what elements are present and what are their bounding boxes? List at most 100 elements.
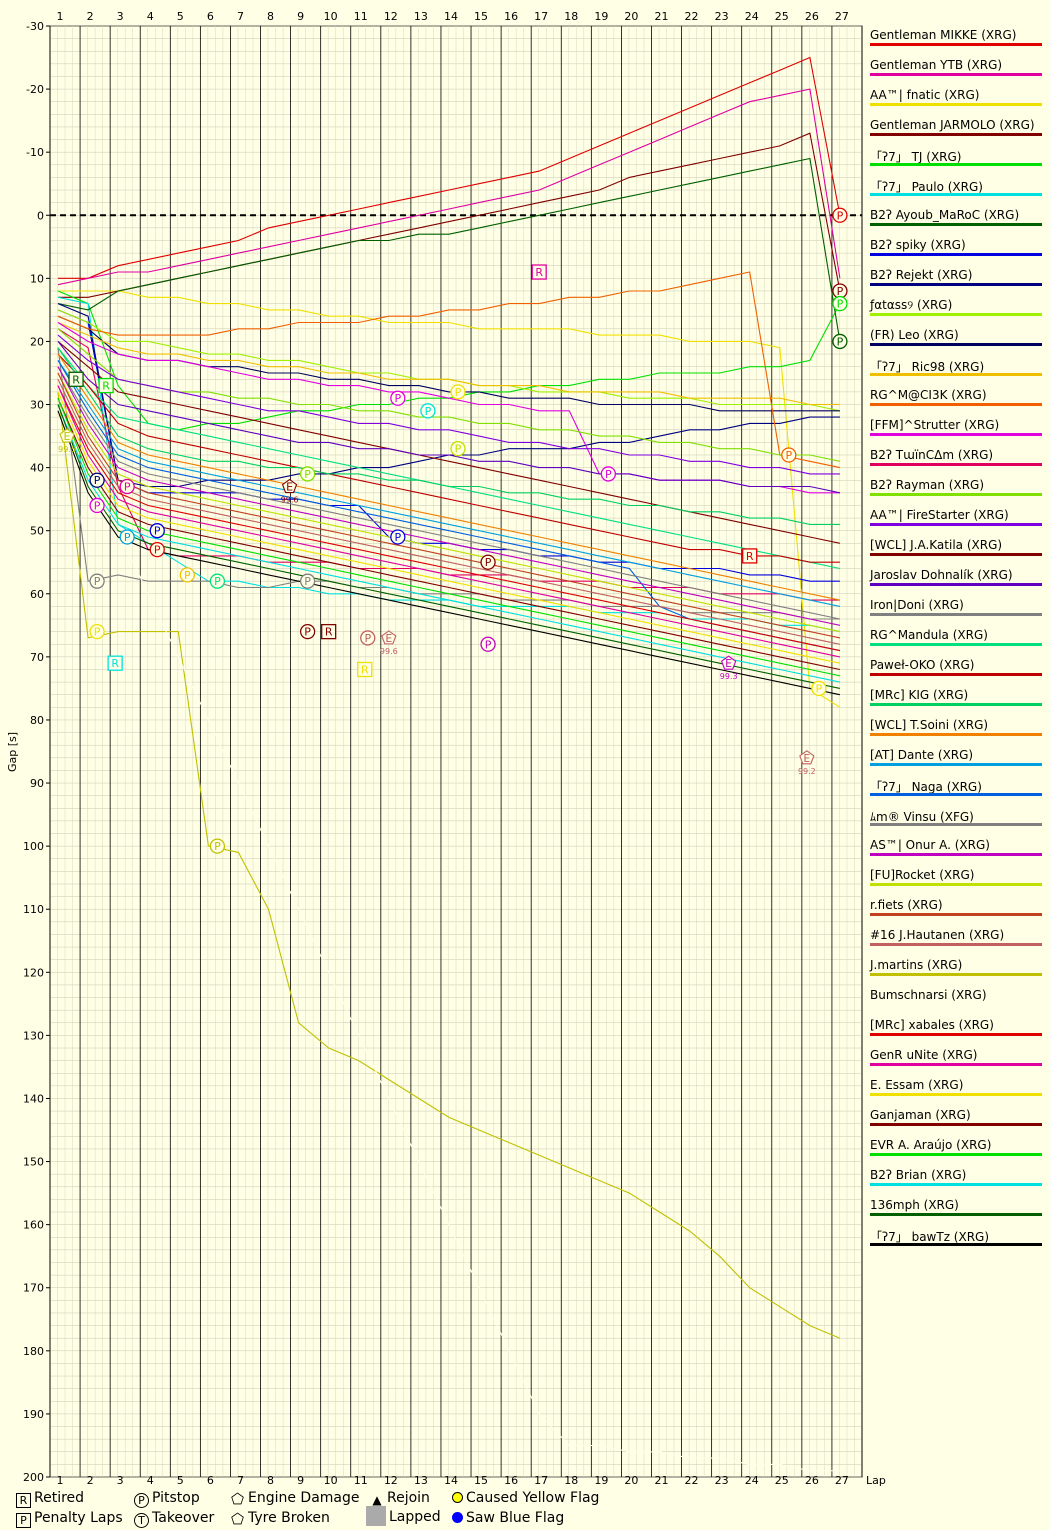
legend-label: AA™| fnatic (XRG) — [870, 88, 980, 102]
key-tyre: ⬠ Tyre Broken — [230, 1510, 330, 1527]
legend-label: [WCL] J.A.Katila (XRG) — [870, 538, 1003, 552]
pitstop-marker — [811, 680, 827, 697]
engine-damage-value: 99.6 — [281, 496, 299, 505]
y-tick-label: 70 — [30, 651, 44, 664]
pitstop-marker — [89, 497, 105, 514]
engine-damage-value: 99.2 — [798, 767, 816, 776]
x-tick-label-top: 11 — [354, 10, 368, 23]
legend-swatch — [870, 733, 1042, 736]
legend-label: Ganjaman (XRG) — [870, 1108, 971, 1122]
legend-swatch — [870, 853, 1042, 856]
marker-letter: P — [816, 682, 823, 695]
legend-swatch — [870, 1033, 1042, 1036]
x-tick-label-top: 14 — [444, 10, 458, 23]
y-tick-label: 150 — [23, 1156, 44, 1169]
x-tick-label-bottom: 6 — [207, 1474, 214, 1487]
marker-letter: P — [94, 474, 101, 487]
key-yellow: Caused Yellow Flag — [452, 1490, 599, 1506]
lapped-icon — [366, 1506, 386, 1526]
x-tick-label-bottom: 26 — [805, 1474, 819, 1487]
marker-letter: P — [455, 443, 462, 456]
marker-letter: P — [837, 335, 844, 348]
legend-swatch — [870, 253, 1042, 256]
marker-letter: P — [94, 575, 101, 588]
series-line — [57, 360, 841, 607]
series-line — [57, 404, 840, 1472]
pitstop-marker — [299, 573, 316, 589]
legend-entry: Gentleman MIKKE (XRG) — [868, 22, 1046, 52]
marker-letter: R — [111, 657, 119, 670]
axes: -30-20-100102030405060708090100110120130… — [23, 10, 849, 1487]
y-tick-label: 130 — [23, 1029, 44, 1042]
series-line — [57, 328, 841, 462]
series-line — [57, 88, 841, 286]
x-tick-label-top: 16 — [504, 10, 518, 23]
marker-letter: E — [64, 430, 71, 443]
legend-label: 「ʔ7」 Naga (XRG) — [870, 780, 982, 794]
x-tick-label-top: 13 — [414, 10, 428, 23]
pitstop-marker — [299, 466, 316, 482]
marker-letter: R — [535, 266, 543, 279]
x-tick-label-top: 7 — [237, 10, 244, 23]
legend-entry: (FR) Leo (XRG) — [868, 322, 1046, 352]
key-engine-label: Engine Damage — [248, 1490, 360, 1506]
x-tick-label-bottom: 27 — [835, 1474, 849, 1487]
x-tick-label-bottom: 13 — [414, 1474, 428, 1487]
legend-entry: B2ʔ Brian (XRG) — [868, 1162, 1046, 1192]
marker-letter: R — [361, 663, 369, 676]
legend-label: #16 J.Hautanen (XRG) — [870, 928, 1005, 942]
marker-letter: P — [605, 468, 612, 481]
legend-entry: B2ʔ Rejekt (XRG) — [868, 262, 1046, 292]
series-line — [57, 341, 841, 494]
x-tick-label-top: 23 — [715, 10, 729, 23]
pitstop-marker — [179, 567, 195, 583]
retired-marker — [98, 377, 114, 394]
legend-swatch — [870, 373, 1042, 376]
legend-label: [MRc] xabales (XRG) — [870, 1018, 994, 1032]
marker-letter: R — [72, 373, 80, 386]
legend-label: RG^Mandula (XRG) — [870, 628, 988, 642]
series-line — [57, 366, 841, 626]
marker-letter: P — [485, 638, 492, 651]
retired-marker — [531, 264, 547, 280]
x-tick-label-top: 25 — [775, 10, 789, 23]
legend-label: r.fiets (XRG) — [870, 898, 943, 912]
legend-swatch — [870, 1123, 1042, 1126]
y-tick-label: -30 — [26, 20, 44, 33]
x-tick-label-top: 15 — [474, 10, 488, 23]
y-tick-label: 170 — [23, 1282, 44, 1295]
x-tick-label-bottom: 17 — [534, 1474, 548, 1487]
x-tick-label-bottom: 12 — [384, 1474, 398, 1487]
legend-label: Paweł-OKO (XRG) — [870, 658, 975, 672]
key-blue: Saw Blue Flag — [452, 1510, 564, 1526]
grid — [49, 25, 863, 1478]
legend-swatch — [870, 613, 1042, 616]
legend-label: EVR A. Araújo (XRG) — [870, 1138, 992, 1152]
legend-swatch — [870, 283, 1042, 286]
x-tick-label-top: 22 — [685, 10, 699, 23]
y-tick-label: 140 — [23, 1092, 44, 1105]
x-tick-label-top: 26 — [805, 10, 819, 23]
marker-letter: P — [304, 626, 311, 639]
pitstop-marker — [832, 207, 848, 223]
pitstop-marker — [209, 838, 226, 854]
pitstop-marker — [781, 447, 797, 463]
tyre-broken-icon: ⬠ — [230, 1510, 245, 1528]
key-retired-label: Retired — [34, 1490, 85, 1506]
marker-letter: E — [725, 657, 732, 670]
pitstop-marker — [832, 333, 848, 350]
key-tyre-label: Tyre Broken — [248, 1510, 330, 1526]
legend-label: (FR) Leo (XRG) — [870, 328, 959, 342]
series-line — [57, 372, 841, 633]
legend-entry: RG^Mandula (XRG) — [868, 622, 1046, 652]
x-tick-label-top: 6 — [207, 10, 214, 23]
y-tick-label: 90 — [30, 777, 44, 790]
x-tick-label-bottom: 21 — [654, 1474, 668, 1487]
legend-swatch — [870, 913, 1042, 916]
retired-marker — [742, 548, 758, 564]
key-penalty: P Penalty Laps — [16, 1510, 123, 1528]
retired-marker — [107, 655, 123, 671]
marker-letter: R — [746, 550, 754, 563]
pitstop-marker — [600, 466, 617, 482]
